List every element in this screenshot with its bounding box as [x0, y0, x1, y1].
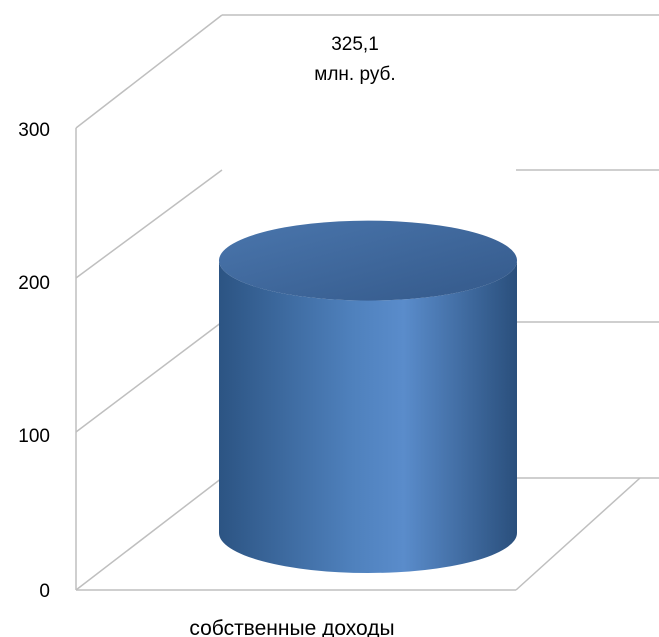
x-category-label: собственные доходы	[189, 617, 394, 637]
gridline-200	[75, 169, 223, 279]
y-tick-label-300: 300	[18, 120, 50, 141]
data-label-value: 325,1	[331, 34, 379, 55]
gridline-300	[75, 14, 223, 129]
data-label-unit: млн. руб.	[314, 64, 395, 85]
floor-right-edge	[515, 477, 641, 591]
bar-body	[219, 260, 517, 573]
gridline-0	[75, 477, 223, 591]
plot-frame	[75, 14, 659, 591]
y-tick-label-100: 100	[18, 426, 50, 447]
bar-top	[219, 220, 517, 301]
gridline-100	[75, 321, 223, 433]
y-tick-label-0: 0	[39, 581, 50, 602]
y-tick-label-200: 200	[18, 273, 50, 294]
bar-sobstvennye-dohody	[219, 220, 517, 573]
